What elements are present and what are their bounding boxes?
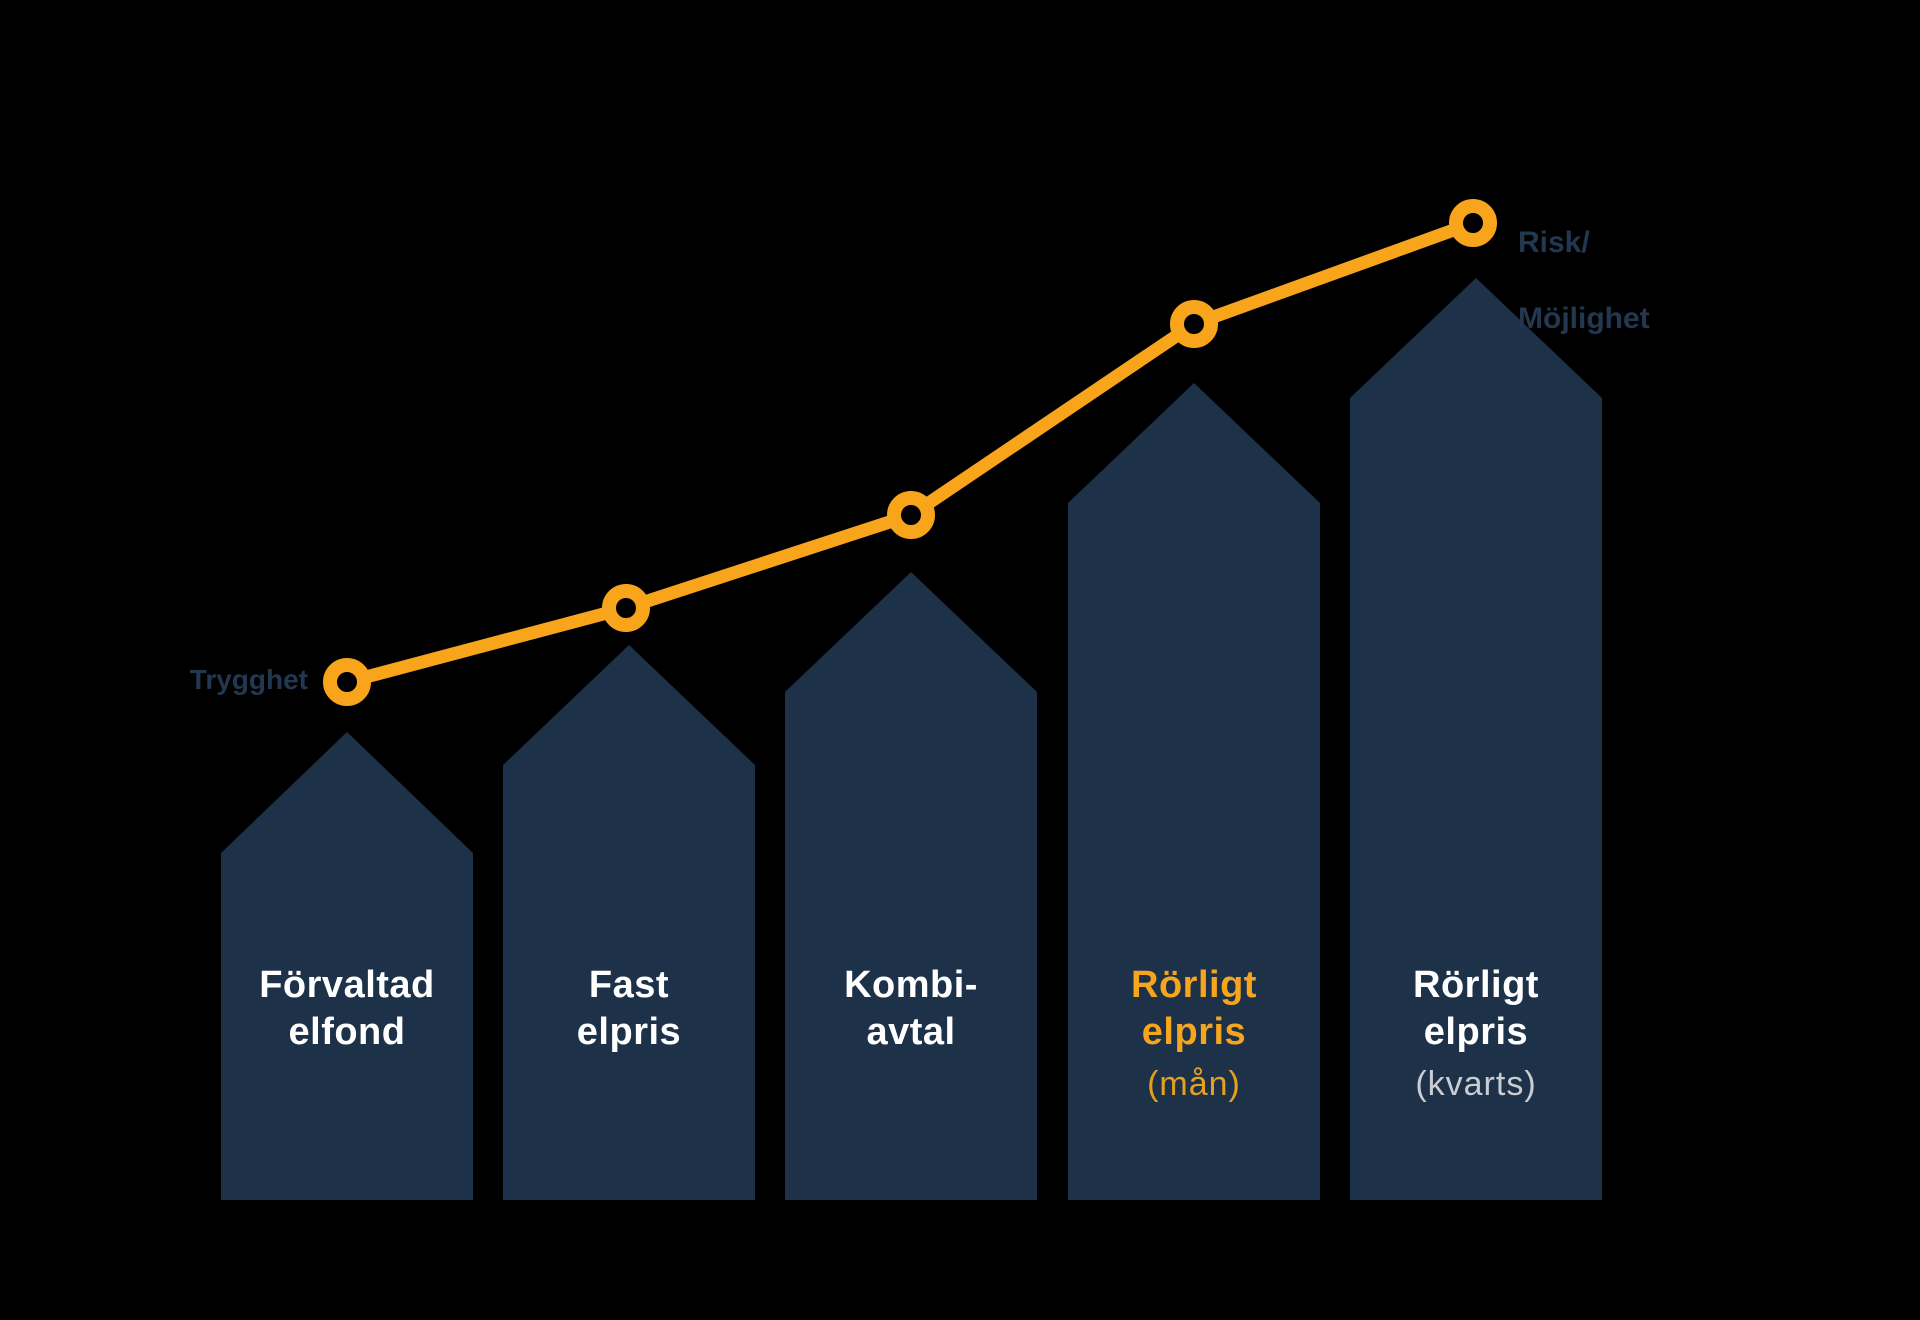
bar-label-line: Förvaltad xyxy=(259,964,435,1006)
bar-label-subline: (kvarts) xyxy=(1415,1065,1537,1103)
bar-fast-elpris xyxy=(503,645,755,1200)
trend-marker-2 xyxy=(602,584,650,632)
trend-marker-4 xyxy=(1170,300,1218,348)
bar-kombi-avtal xyxy=(785,572,1037,1200)
bar-label-line: elpris xyxy=(1141,1011,1247,1053)
bar-label-rorligt-elpris-kvarts: Rörligt elpris (kvarts) xyxy=(1350,962,1602,1104)
trend-marker-1 xyxy=(323,658,371,706)
bar-label-line: Kombi- xyxy=(844,964,978,1006)
bar-label-forvaltad-elfond: Förvaltad elfond xyxy=(221,962,473,1056)
bar-label-line: Rörligt xyxy=(1131,964,1257,1006)
trend-marker-3 xyxy=(887,491,935,539)
bar-label-line: elfond xyxy=(288,1011,406,1053)
bar-label-subline: (mån) xyxy=(1147,1065,1241,1103)
bar-rorligt-elpris-man xyxy=(1068,383,1320,1200)
bar-label-kombi-avtal: Kombi-avtal xyxy=(785,962,1037,1056)
trend-line xyxy=(340,216,1480,689)
bar-label-line: Rörligt xyxy=(1413,964,1539,1006)
bar-label-fast-elpris: Fast elpris xyxy=(503,962,755,1056)
bar-label-rorligt-elpris-man: Rörligt elpris (mån) xyxy=(1068,962,1320,1104)
annotation-trygghet: Trygghet xyxy=(189,664,308,695)
bar-label-line: elpris xyxy=(576,1011,682,1053)
annotation-risk-line1: Risk/ xyxy=(1518,226,1590,259)
bar-rorligt-elpris-kvarts xyxy=(1350,278,1602,1200)
annotation-risk-mojlighet: Risk/ Möjlighet xyxy=(1518,186,1818,376)
bar-label-line: Fast xyxy=(588,964,670,1006)
bar-label-line: avtal xyxy=(866,1011,956,1053)
annotation-risk-line2: Möjlighet xyxy=(1518,302,1650,335)
trend-marker-5 xyxy=(1449,199,1497,247)
bar-label-line: elpris xyxy=(1423,1011,1529,1053)
